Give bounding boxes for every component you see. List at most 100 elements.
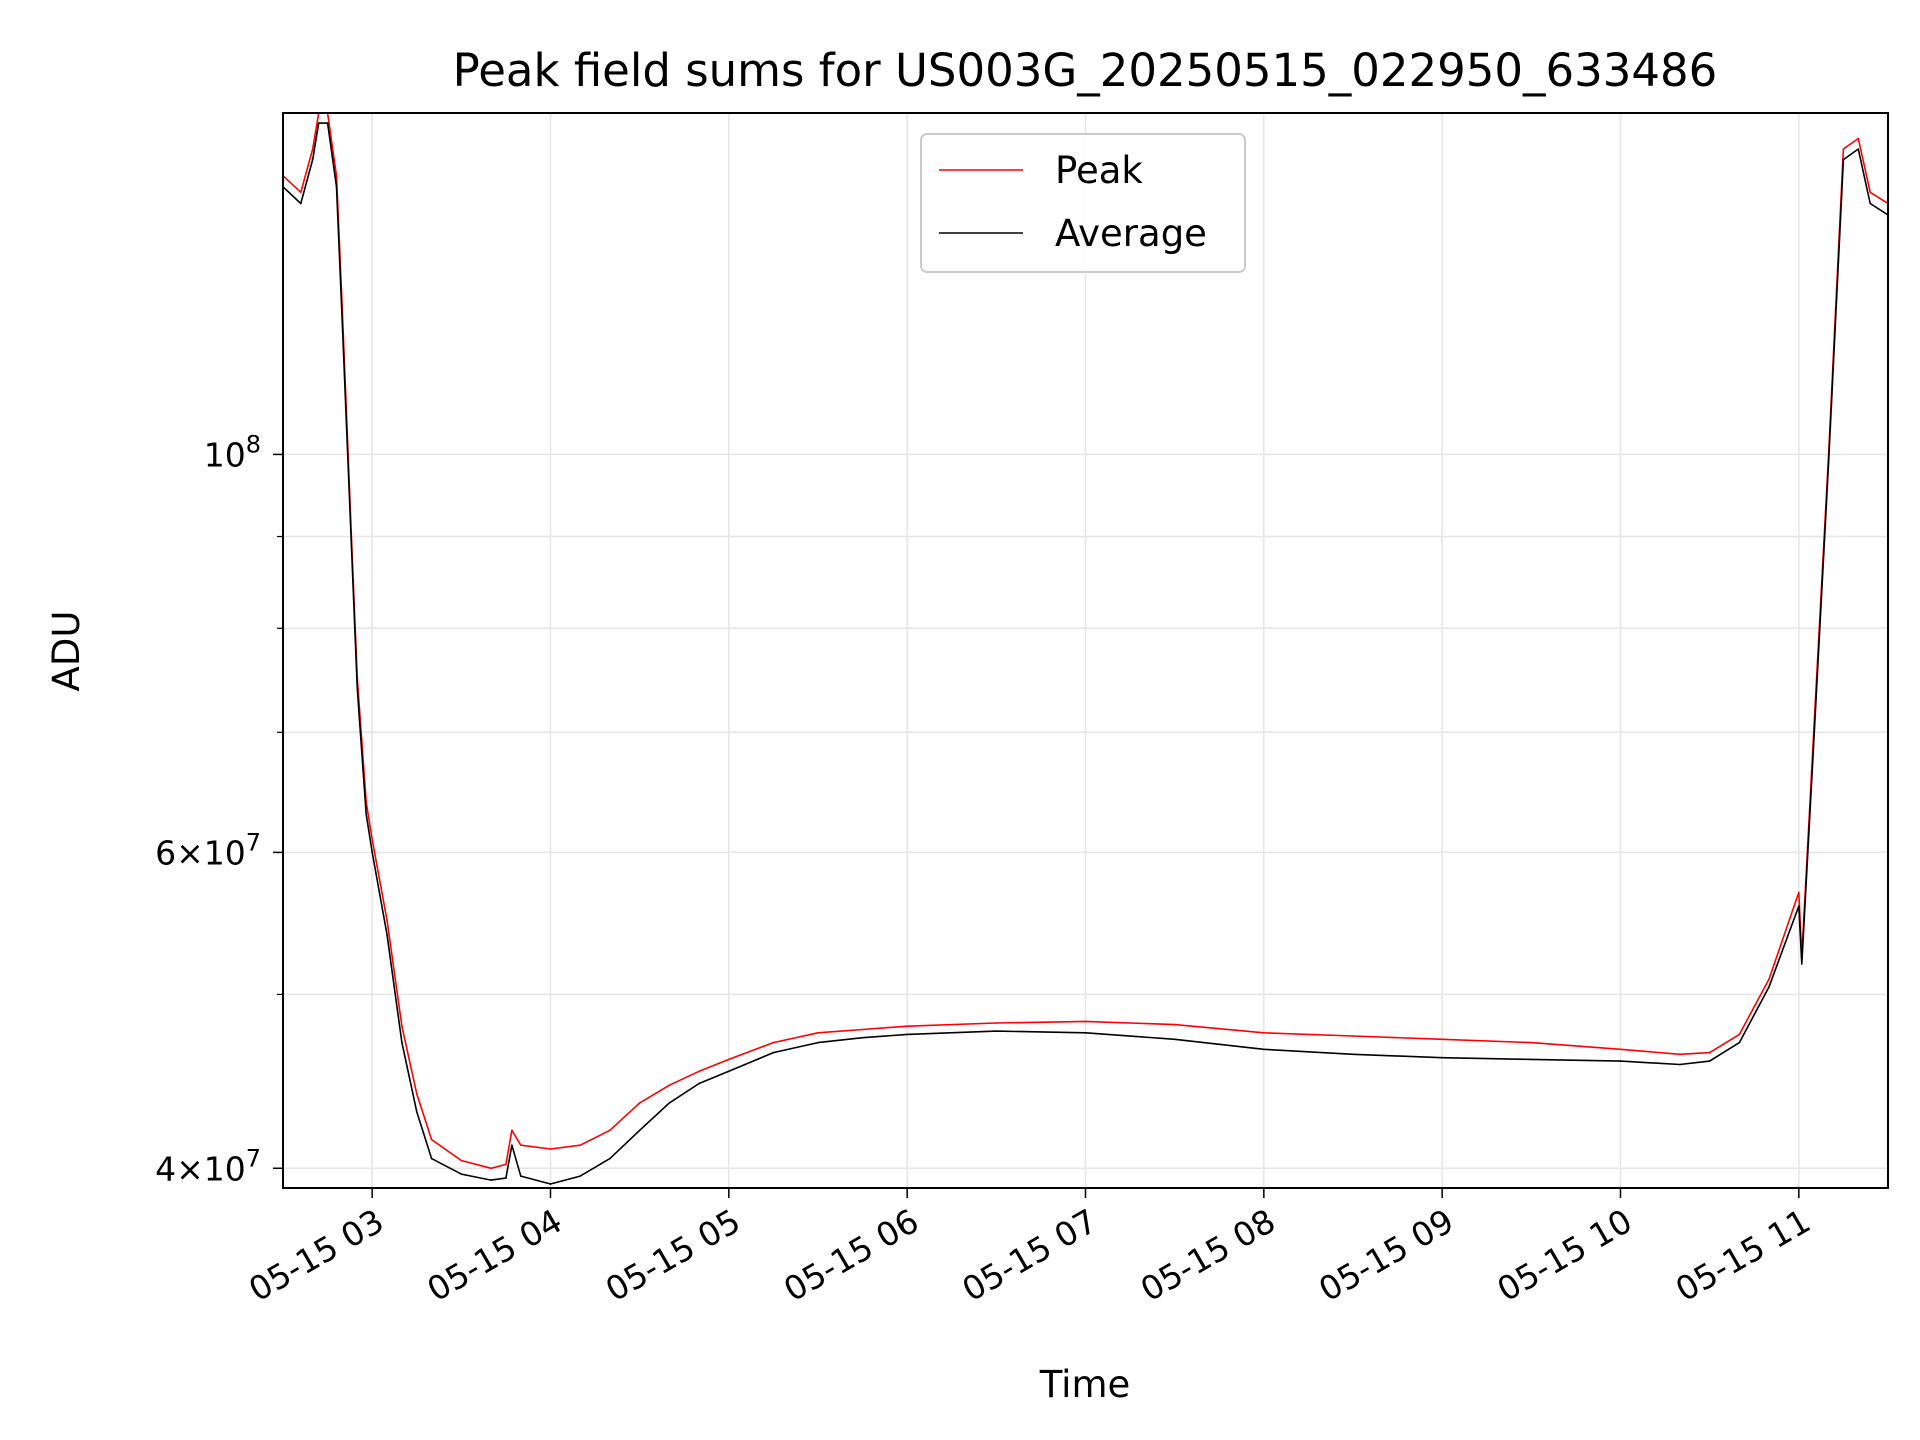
data-point-peak <box>1173 1023 1176 1026</box>
data-point-average <box>1827 461 1830 464</box>
data-point-average <box>1869 202 1871 205</box>
data-point-average <box>460 1173 463 1175</box>
data-point-average <box>365 813 368 816</box>
data-point-average <box>341 324 344 327</box>
data-point-average <box>520 1175 522 1177</box>
data-point-peak <box>906 1025 908 1027</box>
data-point-average <box>1801 963 1803 965</box>
data-point-peak <box>1768 978 1770 980</box>
data-point-peak <box>1619 1048 1622 1051</box>
data-point-peak <box>1084 1020 1087 1023</box>
y-tick-label: 108 <box>204 430 261 474</box>
data-point-average <box>1708 1060 1711 1062</box>
data-point-average <box>1812 742 1815 745</box>
data-point-peak <box>1738 1033 1741 1036</box>
data-point-average <box>1173 1038 1176 1041</box>
data-point-peak <box>416 1093 418 1095</box>
data-point-average <box>505 1177 507 1179</box>
data-point-peak <box>490 1167 492 1170</box>
data-point-average <box>698 1082 700 1085</box>
y-tick-label: 4×107 <box>155 1144 261 1188</box>
data-point-peak <box>609 1129 611 1132</box>
data-point-peak <box>1352 1035 1354 1037</box>
data-point-peak <box>1857 137 1860 140</box>
data-point-peak <box>386 919 388 921</box>
legend-label-average: Average <box>1055 212 1207 255</box>
data-point-average <box>609 1157 611 1160</box>
data-point-peak <box>1679 1053 1681 1056</box>
data-point-peak <box>430 1138 433 1141</box>
data-point-average <box>511 1144 513 1146</box>
data-point-average <box>817 1041 819 1044</box>
data-point-average <box>490 1179 492 1181</box>
data-point-peak <box>401 1025 403 1027</box>
data-point-peak <box>861 1028 864 1031</box>
data-point-average <box>430 1157 433 1160</box>
data-point-peak <box>300 191 302 194</box>
data-point-average <box>1441 1056 1443 1059</box>
data-point-average <box>335 186 338 188</box>
data-point-average <box>1352 1053 1354 1056</box>
data-point-peak <box>1263 1032 1265 1034</box>
data-point-peak <box>1842 148 1845 150</box>
data-point-peak <box>311 148 314 150</box>
data-point-average <box>416 1111 418 1113</box>
y-axis-label: ADU <box>45 611 88 692</box>
data-point-peak <box>579 1144 581 1146</box>
data-point-peak <box>1869 191 1871 194</box>
legend-label-peak: Peak <box>1055 149 1143 192</box>
data-point-average <box>401 1041 403 1044</box>
data-point-peak <box>1530 1041 1533 1044</box>
data-point-average <box>300 202 302 205</box>
data-point-average <box>1738 1041 1741 1044</box>
data-point-peak <box>335 175 338 177</box>
data-point-average <box>728 1070 730 1073</box>
data-point-peak <box>728 1058 730 1061</box>
grid <box>283 113 1888 1188</box>
data-point-average <box>1857 148 1860 150</box>
data-point-average <box>350 544 353 546</box>
data-point-peak <box>520 1144 522 1146</box>
data-point-average <box>1619 1060 1622 1062</box>
data-point-peak <box>511 1129 513 1132</box>
data-point-average <box>326 122 329 124</box>
data-point-average <box>1798 905 1800 907</box>
data-point-average <box>906 1033 908 1036</box>
data-point-average <box>1768 985 1770 988</box>
data-point-average <box>386 933 388 936</box>
data-point-peak <box>1798 891 1800 894</box>
data-point-average <box>1530 1058 1533 1061</box>
legend: Peak Average <box>920 133 1246 273</box>
data-point-average <box>668 1102 671 1104</box>
data-point-average <box>579 1175 581 1177</box>
data-point-peak <box>668 1084 671 1086</box>
data-point-peak <box>817 1032 819 1034</box>
data-point-average <box>772 1051 775 1054</box>
data-point-average <box>638 1129 641 1132</box>
data-point-average <box>356 688 359 690</box>
data-point-peak <box>638 1102 641 1104</box>
data-point-average <box>549 1183 552 1185</box>
data-point-average <box>371 851 374 854</box>
data-point-average <box>1679 1063 1681 1066</box>
data-point-average <box>995 1030 998 1032</box>
data-point-peak <box>1708 1051 1711 1054</box>
data-point-peak <box>371 838 374 841</box>
series-layer <box>283 113 1888 1185</box>
data-point-peak <box>505 1163 507 1166</box>
data-point-peak <box>772 1041 775 1044</box>
data-point-peak <box>460 1159 463 1162</box>
legend-box <box>920 133 1246 273</box>
data-point-average <box>311 158 314 161</box>
y-tick-label: 6×107 <box>155 828 261 872</box>
data-point-average <box>1842 158 1845 161</box>
data-point-average <box>1263 1048 1265 1051</box>
data-point-average <box>1084 1032 1087 1034</box>
data-point-average <box>317 122 320 124</box>
chart-title: Peak field sums for US003G_20250515_0229… <box>453 44 1718 97</box>
x-axis-label: Time <box>1039 1363 1131 1406</box>
data-point-peak <box>1441 1038 1443 1041</box>
data-point-peak <box>549 1148 552 1150</box>
data-point-peak <box>698 1070 700 1073</box>
